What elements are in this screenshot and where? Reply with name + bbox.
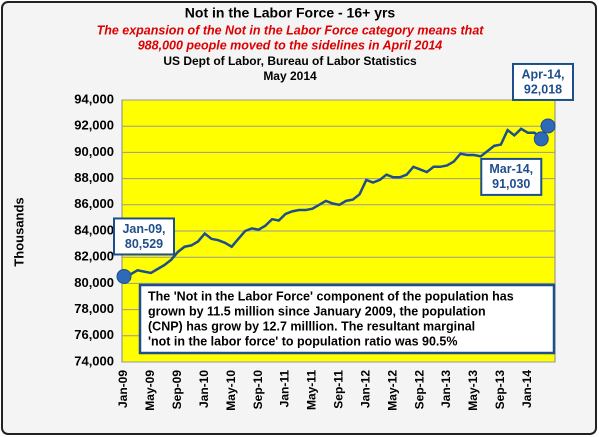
data-label: 80,529	[125, 237, 163, 251]
note-text: (CNP) has grow by 12.7 milllion. The res…	[148, 319, 475, 333]
callout-box	[113, 217, 175, 256]
data-label: 92,018	[524, 82, 562, 96]
note-box	[138, 283, 556, 355]
y-tick-label: 86,000	[74, 196, 114, 211]
x-tick-label: Jan-13	[439, 370, 453, 408]
x-tick-label: May-10	[224, 370, 238, 411]
source: US Dept of Labor, Bureau of Labor Statis…	[163, 54, 417, 68]
callout-text: Jan-09,	[122, 222, 165, 236]
callout-text: Mar-14,	[489, 162, 533, 176]
point-marker	[116, 268, 132, 284]
y-tick-label: 92,000	[74, 118, 114, 133]
y-tick-label: 84,000	[74, 222, 114, 237]
data-label: 91,030	[492, 177, 530, 191]
x-tick-label: Sep-11	[332, 370, 346, 409]
x-tick-label: Sep-12	[412, 370, 426, 410]
x-tick-label: Jan-10	[197, 370, 211, 408]
y-tick-label: 76,000	[74, 327, 114, 342]
point-marker	[533, 131, 549, 147]
y-tick-label: 82,000	[74, 249, 114, 264]
source: May 2014	[263, 69, 317, 83]
y-tick-label: 74,000	[74, 353, 114, 368]
x-tick-label: May-09	[143, 370, 157, 411]
x-tick-label: Jan-09	[116, 370, 130, 408]
note-text: grown by 11.5 million since January 2009…	[148, 304, 486, 318]
x-tick-label: Jan-12	[358, 370, 372, 408]
x-tick-label: Sep-10	[251, 370, 265, 410]
note: The 'Not in the Labor Force' component o…	[138, 283, 556, 355]
note-text: The 'Not in the Labor Force' component o…	[148, 289, 514, 303]
callout-box	[480, 157, 543, 196]
note-text: 'not in the labor force' to population r…	[148, 334, 457, 348]
x-tick-label: May-12	[385, 370, 399, 411]
y-tick-label: 80,000	[74, 275, 114, 290]
x-tick-label: Jan-11	[278, 370, 292, 408]
point-marker	[540, 118, 556, 134]
x-tick-label: Sep-13	[493, 370, 507, 410]
callout-text: Apr-14,	[521, 67, 564, 81]
y-tick-label: 88,000	[74, 170, 114, 185]
chart-title: Not in the Labor Force - 16+ yrs	[185, 5, 396, 21]
y-tick-label: 90,000	[74, 144, 114, 159]
subtitle: 988,000 people moved to the sidelines in…	[138, 38, 443, 52]
x-tick-label: Jan-14	[520, 370, 534, 408]
y-tick-label: 78,000	[74, 301, 114, 316]
line	[123, 125, 550, 278]
x-tick-label: May-13	[466, 370, 480, 411]
subtitle: The expansion of the Not in the Labor Fo…	[97, 23, 485, 37]
x-tick-label: May-11	[305, 370, 319, 410]
y-axis-label: Thousands	[11, 197, 26, 266]
callout-box	[512, 62, 574, 101]
y-tick-label: 94,000	[74, 91, 114, 106]
x-tick-label: Sep-09	[170, 370, 184, 410]
